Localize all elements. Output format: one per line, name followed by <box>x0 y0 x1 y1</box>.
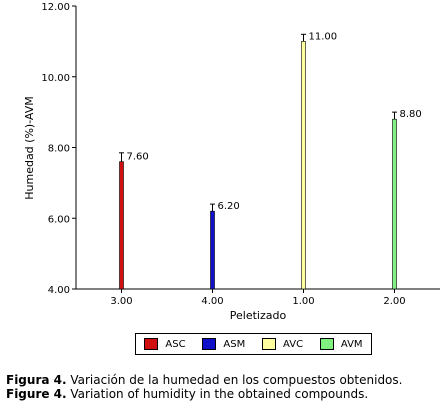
x-axis-label: Peletizado <box>230 309 287 322</box>
legend-swatch-asc <box>144 338 159 350</box>
data-label-asm: 6.20 <box>218 201 240 212</box>
data-label-avc: 11.00 <box>309 31 338 42</box>
legend-swatch-avm <box>319 338 334 350</box>
data-label-asc: 7.60 <box>127 152 149 163</box>
y-tick-label: 10.00 <box>41 73 70 84</box>
legend-label-avm: AVM <box>340 338 363 350</box>
bar-avm <box>392 118 397 290</box>
x-tick-label: 2.00 <box>383 296 405 307</box>
legend-item-asc: ASC <box>144 338 186 350</box>
caption-spanish-prefix: Figura 4. <box>6 373 67 387</box>
y-axis-label: Humedad (%)-AVM <box>23 96 36 200</box>
y-tick-label: 8.00 <box>48 144 70 155</box>
legend-item-avc: AVC <box>262 338 303 350</box>
axes: 4.00 6.00 8.00 10.00 12.00 3.00 4.00 1.00 2.00 <box>41 2 440 307</box>
caption-english: Figure 4. Variation of humidity in the o… <box>6 387 446 401</box>
bars: 7.60 6.20 11.00 8.80 <box>119 31 422 290</box>
legend-item-avm: AVM <box>319 338 363 350</box>
legend-item-asm: ASM <box>202 338 245 350</box>
legend-swatch-asm <box>202 338 217 350</box>
y-tick-label: 12.00 <box>41 2 70 13</box>
legend-swatch-avc <box>262 338 277 350</box>
caption-spanish: Figura 4. Variación de la humedad en los… <box>6 373 446 387</box>
bar-asm <box>210 210 215 290</box>
legend-label-asm: ASM <box>223 338 246 350</box>
legend-label-avc: AVC <box>283 338 304 350</box>
bar-avc <box>301 41 306 290</box>
caption-english-text: Variation of humidity in the obtained co… <box>66 387 369 401</box>
legend-label-asc: ASC <box>165 338 186 350</box>
x-tick-label: 4.00 <box>201 296 223 307</box>
figure-caption: Figura 4. Variación de la humedad en los… <box>6 373 446 401</box>
y-tick-label: 6.00 <box>48 214 70 225</box>
legend: ASC ASM AVC AVM <box>135 333 372 355</box>
chart: 4.00 6.00 8.00 10.00 12.00 3.00 4.00 1.00 2.00 7… <box>23 2 440 322</box>
y-tick-label: 4.00 <box>48 285 70 296</box>
x-tick-label: 3.00 <box>110 296 132 307</box>
caption-spanish-text: Variación de la humedad en los compuesto… <box>66 373 403 387</box>
caption-english-prefix: Figure 4. <box>6 387 67 401</box>
bar-asc <box>119 161 124 290</box>
x-tick-label: 1.00 <box>292 296 314 307</box>
data-label-avm: 8.80 <box>400 109 422 120</box>
